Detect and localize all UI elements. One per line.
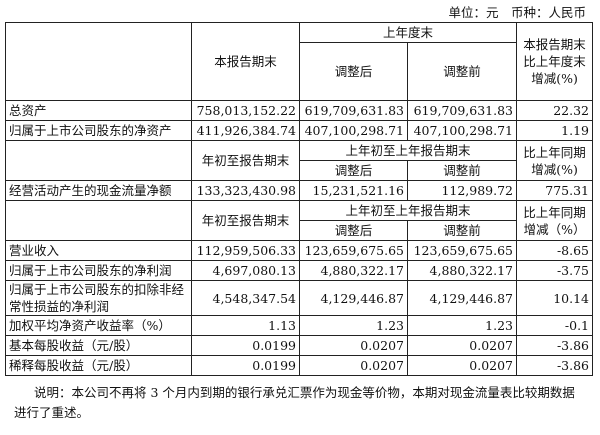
table-row: 归属于上市公司股东的扣除非经常性损益的净利润 4,548,347.54 4,12… (5, 280, 594, 316)
section3-header-row: 年初至报告期末 上年初至上年报告期末 比上年同期增减（%） (5, 200, 594, 241)
table-row: 经营活动产生的现金流量净额 133,323,430.98 15,231,521.… (5, 180, 594, 201)
section1-header-row: 本报告期末 上年度末 本报告期末比上年度末增减(%) (5, 22, 594, 101)
header-adjusted-before: 调整前 (406, 42, 518, 101)
table-row: 营业收入 112,959,506.33 123,659,675.65 123,6… (5, 240, 594, 261)
table-row: 归属于上市公司股东的净利润 4,697,080.13 4,880,322.17 … (5, 260, 594, 281)
header-current: 本报告期末 (191, 22, 300, 101)
table-row: 基本每股收益（元/股） 0.0199 0.0207 0.0207 -3.86 (5, 335, 594, 356)
unit-label: 单位：元 币种：人民币 (448, 5, 586, 20)
table-row: 加权平均净资产收益率（%） 1.13 1.23 1.23 -0.1 (5, 315, 594, 336)
section2-header-row: 年初至报告期末 上年初至上年报告期末 比上年同期增减(%) (5, 140, 594, 181)
table-row: 归属于上市公司股东的净资产 411,926,384.74 407,100,298… (5, 120, 594, 141)
header-change: 本报告期末比上年度末增减(%) (516, 22, 594, 101)
header-adjusted-after: 调整后 (299, 42, 408, 101)
table-note: 说明：本公司不再将 3 个月内到期的银行承兑汇票作为现金等价物，本期对现金流量表… (14, 385, 575, 420)
header-prior-group: 上年度末 (298, 22, 518, 43)
financial-data-table: 本报告期末 上年度末 本报告期末比上年度末增减(%) 调整后 调整前 总资产 7… (5, 22, 594, 376)
table-row: 总资产 758,013,152.22 619,709,631.83 619,70… (5, 100, 594, 121)
header-blank (5, 22, 192, 101)
table-row: 稀释每股收益（元/股） 0.0199 0.0207 0.0207 -3.86 (5, 355, 594, 376)
